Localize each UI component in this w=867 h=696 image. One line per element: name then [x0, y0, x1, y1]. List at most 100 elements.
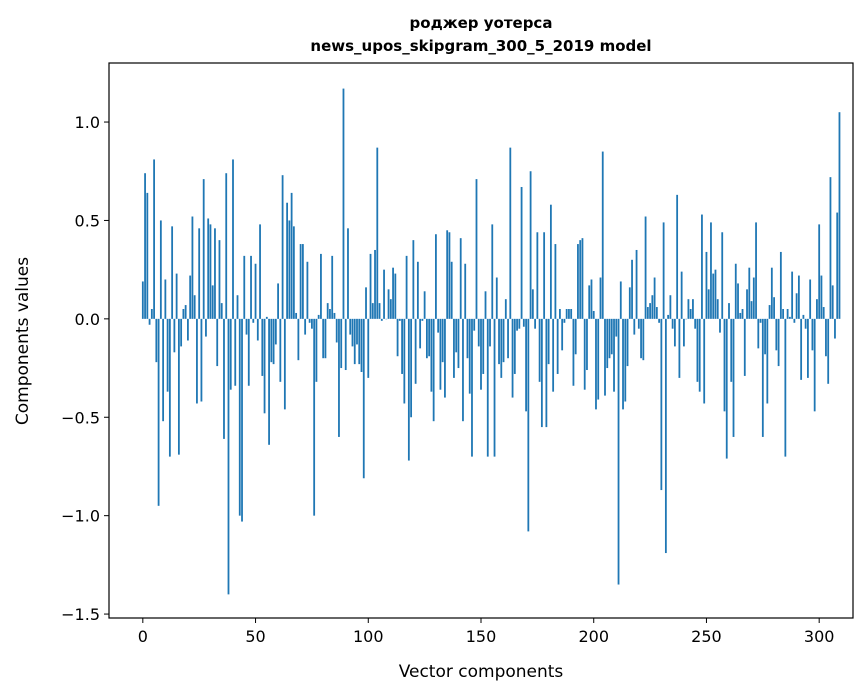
bar-301 [820, 275, 823, 319]
bar-128 [430, 318, 433, 392]
bar-126 [425, 318, 428, 359]
bar-185 [559, 309, 561, 319]
bar-103 [374, 249, 376, 319]
bars-group [141, 88, 841, 595]
bar-263 [734, 263, 737, 319]
bar-243 [689, 309, 692, 319]
bar-242 [687, 299, 690, 319]
bar-54 [263, 318, 266, 414]
bar-17 [180, 318, 183, 347]
bar-156 [493, 318, 496, 457]
bar-82 [326, 303, 329, 319]
bar-248 [701, 214, 703, 319]
bar-256 [719, 318, 721, 333]
bar-167 [518, 318, 521, 329]
bar-40 [232, 159, 234, 319]
bar-41 [234, 318, 237, 386]
bar-251 [707, 289, 710, 319]
bar-11 [166, 318, 169, 392]
bar-127 [428, 318, 431, 357]
bar-51 [256, 318, 259, 341]
bar-195 [581, 238, 584, 319]
bar-293 [802, 314, 805, 319]
bar-33 [216, 318, 219, 367]
plot-frame [108, 62, 854, 619]
bar-245 [694, 318, 697, 329]
bar-208 [610, 318, 613, 355]
x-axis-label: Vector components [399, 662, 564, 682]
bar-216 [628, 287, 631, 319]
bar-48 [250, 255, 252, 319]
bar-150 [480, 318, 482, 390]
bar-155 [491, 224, 494, 319]
bar-205 [604, 318, 606, 396]
bar-18 [182, 309, 185, 319]
bar-174 [534, 318, 537, 329]
bar-266 [741, 309, 744, 319]
bar-231 [662, 222, 665, 319]
bar-86 [335, 318, 338, 343]
bar-136 [448, 232, 451, 319]
bar-207 [608, 318, 611, 359]
x-tick-label: 50 [245, 627, 265, 646]
bar-177 [540, 318, 543, 428]
bar-158 [498, 318, 500, 365]
bar-308 [836, 212, 839, 319]
bar-27 [202, 179, 205, 319]
bar-282 [777, 318, 780, 367]
bar-91 [347, 228, 349, 319]
x-axis-ticks: 0 50 100 150 200 250 300 [138, 618, 834, 646]
bar-68 [295, 312, 298, 319]
bar-15 [175, 273, 178, 319]
bar-2 [146, 192, 149, 319]
bar-101 [369, 253, 372, 319]
bar-274 [759, 318, 762, 323]
bar-153 [486, 318, 489, 457]
bar-260 [728, 303, 730, 319]
bar-37 [225, 173, 228, 319]
bar-202 [597, 318, 600, 400]
bar-203 [599, 277, 602, 319]
bar-93 [351, 318, 354, 347]
bar-244 [692, 299, 694, 319]
bar-230 [660, 318, 663, 491]
bar-102 [371, 303, 374, 319]
bar-295 [807, 318, 809, 378]
bar-232 [664, 318, 667, 554]
bar-92 [349, 318, 352, 335]
bar-303 [825, 318, 827, 357]
bar-304 [827, 318, 830, 384]
bar-283 [779, 251, 782, 319]
bar-61 [279, 318, 282, 382]
bar-123 [419, 318, 422, 349]
bar-23 [193, 295, 196, 319]
x-tick-label: 150 [466, 627, 497, 646]
bar-189 [568, 309, 570, 319]
bar-88 [340, 318, 343, 369]
bar-178 [543, 232, 546, 319]
bar-151 [482, 318, 485, 374]
bar-13 [171, 226, 174, 319]
bar-14 [173, 318, 176, 353]
bar-233 [667, 314, 670, 319]
bar-97 [360, 318, 363, 372]
x-tick-label: 0 [138, 627, 148, 646]
bar-10 [164, 279, 167, 319]
bar-71 [301, 244, 304, 319]
bar-238 [678, 318, 681, 378]
bar-222 [642, 318, 645, 361]
bar-240 [683, 318, 685, 347]
bar-281 [775, 318, 778, 351]
bar-229 [658, 318, 661, 323]
bar-204 [601, 151, 604, 319]
bar-79 [320, 253, 322, 319]
bar-78 [317, 314, 320, 319]
bar-214 [624, 318, 627, 402]
bar-137 [450, 261, 453, 319]
bar-22 [191, 216, 194, 319]
bar-55 [265, 316, 268, 319]
bar-111 [392, 267, 394, 319]
bar-152 [484, 291, 487, 319]
bar-250 [705, 251, 708, 319]
bar-29 [207, 218, 210, 319]
